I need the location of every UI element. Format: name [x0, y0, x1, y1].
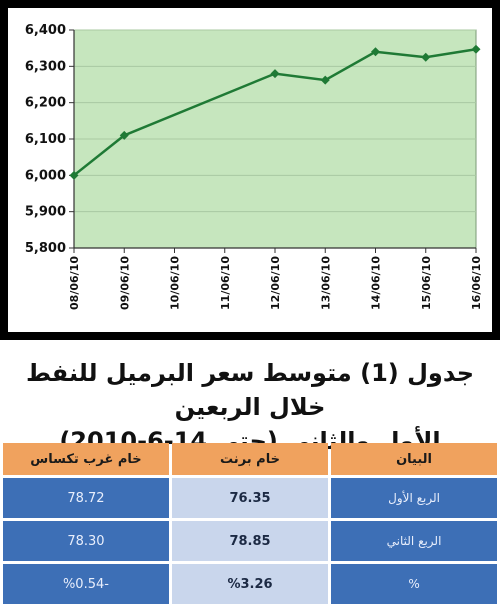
data-point — [119, 130, 129, 140]
x-tick-label: 11/06/10 — [219, 256, 232, 310]
x-tick-label: 09/06/10 — [118, 256, 131, 310]
data-point — [320, 75, 330, 85]
brent-value: 78.85 — [171, 521, 329, 561]
chart-frame: 5,800 5,900 6,000 6,100 6,200 6,300 6,400 08/06… — [0, 0, 500, 340]
x-tick-label: 16/06/10 — [470, 256, 483, 310]
x-tick-label: 15/06/10 — [420, 256, 433, 310]
header-brent: خام برنت — [171, 443, 329, 475]
wti-value: 78.72 — [3, 478, 169, 518]
y-tick-label: 5,800 — [25, 241, 66, 256]
x-tick-label: 13/06/10 — [319, 256, 332, 310]
caption-line-1: جدول (1) متوسط سعر البرميل للنفط خلال ال… — [25, 359, 475, 421]
table-header-row: البيان خام برنت خام غرب تكساس — [3, 443, 497, 475]
table-row: الربع الأول 76.35 78.72 — [3, 478, 497, 518]
x-tick-label: 10/06/10 — [169, 256, 182, 310]
wti-value: -%0.54 — [3, 564, 169, 604]
row-label: الربع الأول — [331, 478, 497, 518]
data-point — [421, 52, 431, 62]
data-point — [471, 44, 481, 54]
header-label: البيان — [331, 443, 497, 475]
y-tick-label: 6,400 — [25, 23, 66, 38]
data-point — [371, 47, 380, 57]
header-wti: خام غرب تكساس — [3, 443, 169, 475]
line-chart: 5,800 5,900 6,000 6,100 6,200 6,300 6,400 08/06… — [25, 23, 483, 310]
brent-value: 76.35 — [171, 478, 329, 518]
y-tick-label: 6,200 — [25, 96, 66, 111]
row-label: % — [331, 564, 497, 604]
row-label: الربع الثاني — [331, 521, 497, 561]
x-tick-label: 12/06/10 — [269, 256, 282, 310]
oil-price-table: البيان خام برنت خام غرب تكساس الربع الأو… — [0, 440, 500, 607]
y-tick-label: 5,900 — [25, 205, 66, 220]
brent-value: %3.26 — [171, 564, 329, 604]
x-tick-label: 14/06/10 — [370, 256, 383, 310]
x-tick-label: 08/06/10 — [68, 256, 81, 310]
y-tick-label: 6,300 — [25, 59, 66, 74]
wti-value: 78.30 — [3, 521, 169, 561]
table-row: % %3.26 -%0.54 — [3, 564, 497, 604]
data-point — [69, 170, 79, 180]
chart-panel: 5,800 5,900 6,000 6,100 6,200 6,300 6,400 08/06… — [8, 8, 492, 332]
data-point — [270, 69, 280, 79]
y-tick-label: 6,000 — [25, 168, 66, 183]
y-tick-label: 6,100 — [25, 132, 66, 147]
table-row: الربع الثاني 78.85 78.30 — [3, 521, 497, 561]
